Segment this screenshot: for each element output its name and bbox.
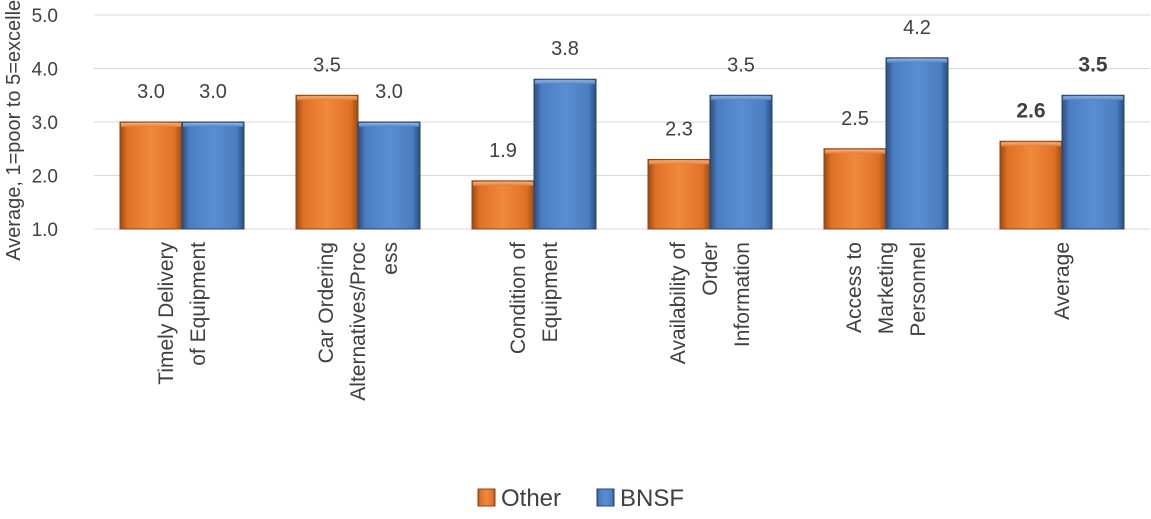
y-tick-label: 2.0	[32, 167, 58, 188]
bar-bnsf	[885, 57, 949, 230]
x-category-label-line: Equipment	[539, 242, 562, 343]
bar-other	[295, 94, 359, 230]
x-category-label-line: Average	[1051, 242, 1074, 320]
x-category-label-line: Car Ordering	[315, 242, 338, 363]
data-label-other: 3.0	[137, 81, 165, 103]
y-axis-ticks: 1.0 2.0 3.0 4.0 5.0	[32, 6, 58, 241]
bar-bnsf	[533, 78, 597, 230]
bar-bevel	[1001, 142, 1061, 147]
data-label-other: 2.3	[665, 118, 693, 140]
bar-body	[533, 78, 597, 230]
bar-bevel	[183, 123, 243, 127]
bar-bevel	[649, 160, 709, 165]
bar-other	[823, 148, 887, 230]
x-category-label-line: ess	[379, 242, 402, 275]
x-category-label-line: Access to	[843, 242, 866, 333]
bar-body	[471, 180, 535, 230]
bar-body	[823, 148, 887, 230]
bar-body	[119, 121, 183, 230]
bar-bnsf	[1061, 94, 1125, 230]
bar-body	[647, 158, 711, 230]
y-axis-title: Average, 1=poor to 5=excellent	[3, 0, 25, 261]
bar-bevel	[297, 96, 357, 101]
y-tick-label: 5.0	[32, 6, 58, 27]
legend-swatch-other	[477, 488, 496, 507]
x-category-label-line: Personnel	[907, 242, 930, 337]
bar-body	[709, 94, 773, 230]
gridlines	[94, 14, 1150, 230]
x-category-label-line: Marketing	[875, 242, 898, 334]
data-label-bnsf: 3.0	[199, 81, 227, 103]
x-category-label-line: Timely Delivery	[155, 242, 178, 385]
x-category-label: Access to Marketing Personnel	[843, 242, 930, 337]
bar-bevel	[1063, 96, 1123, 101]
bar-bevel	[473, 181, 533, 186]
x-axis-category-labels: Timely Delivery of Equipment Car Ordering A…	[155, 242, 1074, 401]
legend-swatch-bnsf	[596, 488, 615, 507]
bar-bevel	[887, 58, 947, 63]
x-category-label: Condition of Equipment	[507, 242, 562, 354]
bar-bevel	[825, 149, 885, 154]
legend-item-other: Other	[477, 485, 561, 512]
x-category-label-line: Condition of	[507, 242, 530, 354]
legend: Other BNSF	[477, 485, 684, 512]
bar-body	[999, 140, 1063, 230]
x-category-label-line: of Equipment	[187, 242, 210, 366]
x-category-label-line: Availability of	[667, 242, 690, 364]
bar-bnsf	[181, 121, 245, 230]
bar-other	[647, 158, 711, 230]
bar-bevel	[711, 96, 771, 101]
bar-bevel	[359, 123, 419, 127]
x-category-label-line: Order	[699, 242, 722, 296]
bar-bevel	[121, 123, 181, 127]
data-label-other: 3.5	[313, 54, 341, 76]
bar-body	[357, 121, 421, 230]
x-category-label-line: Information	[731, 242, 754, 347]
y-tick-label: 1.0	[32, 220, 58, 241]
bar-body	[885, 57, 949, 230]
data-label-other: 2.6	[1016, 99, 1045, 122]
bar-body	[181, 121, 245, 230]
bar-other	[999, 140, 1063, 230]
data-labels: 3.0 3.0 3.5 3.0 1.9 3.8 2.3 3.5 2.5 4.2 2.6 3.5	[137, 17, 1108, 162]
data-label-bnsf: 3.8	[551, 38, 579, 60]
y-tick-label: 4.0	[32, 60, 58, 81]
data-label-other: 2.5	[841, 108, 869, 130]
x-category-label: Availability of Order Information	[667, 242, 754, 364]
data-label-bnsf: 3.5	[1078, 53, 1108, 76]
x-category-label-line: Alternatives/Proc	[347, 242, 370, 401]
data-label-bnsf: 3.0	[375, 81, 403, 103]
bar-body	[1061, 94, 1125, 230]
data-label-other: 1.9	[489, 140, 517, 162]
data-label-bnsf: 4.2	[903, 17, 931, 39]
bars	[119, 57, 1125, 230]
x-category-label: Timely Delivery of Equipment	[155, 242, 210, 385]
bar-body	[295, 94, 359, 230]
bar-other	[119, 121, 183, 230]
x-category-label: Average	[1051, 242, 1074, 320]
data-label-bnsf: 3.5	[727, 54, 755, 76]
y-tick-label: 3.0	[32, 113, 58, 134]
bar-bnsf	[709, 94, 773, 230]
bar-bevel	[535, 80, 595, 85]
bar-other	[471, 180, 535, 230]
legend-item-bnsf: BNSF	[596, 485, 684, 512]
x-category-label: Car Ordering Alternatives/Proc ess	[315, 242, 402, 401]
legend-label-bnsf: BNSF	[620, 485, 684, 512]
bar-bnsf	[357, 121, 421, 230]
legend-label-other: Other	[501, 485, 561, 512]
